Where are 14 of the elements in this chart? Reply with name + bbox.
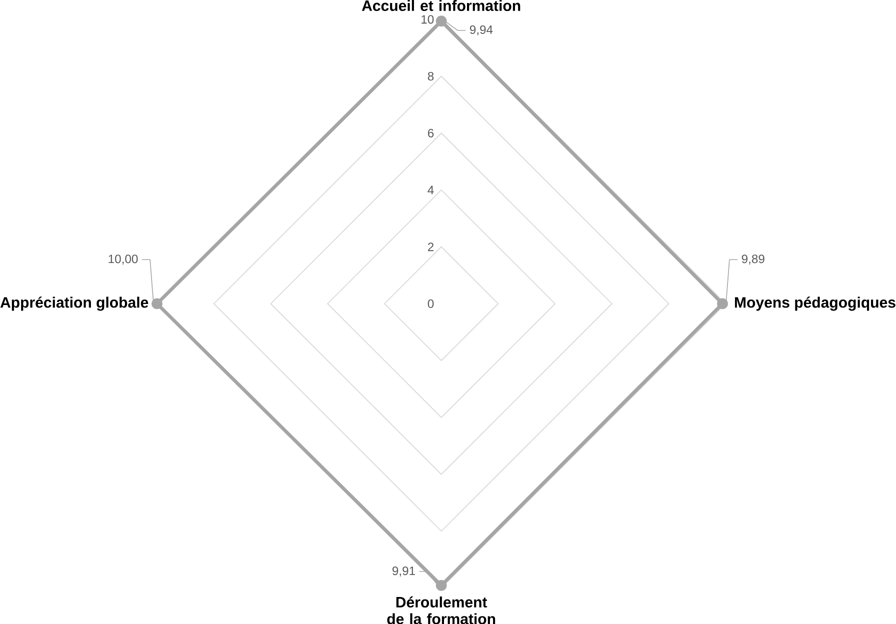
y-tick-label: 4 [428, 186, 434, 194]
spoke-label: Déroulement de la formation [387, 596, 496, 624]
data-label: 9,94 [470, 25, 493, 36]
y-tick-label: 8 [428, 72, 434, 80]
data-label: 9,89 [742, 254, 764, 264]
spoke-label: Moyens pédagogiques [734, 296, 896, 311]
data-label: 10,00 [108, 254, 138, 264]
y-tick-label: 0 [428, 299, 434, 308]
y-tick-label: 10 [422, 14, 434, 24]
data-label: 9,91 [392, 566, 415, 576]
spoke-label: Accueil et information [362, 0, 520, 11]
y-tick-label: 2 [428, 242, 434, 251]
spoke-label: Appréciation globale [0, 296, 148, 311]
y-tick-label: 6 [428, 128, 434, 138]
